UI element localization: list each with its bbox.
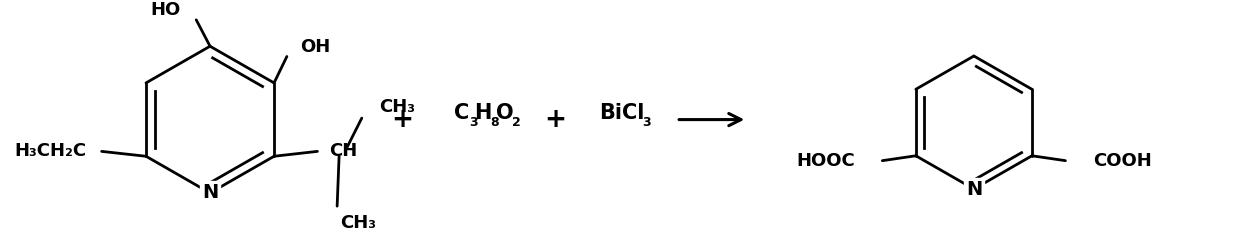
Text: +: +	[544, 107, 565, 133]
Text: 2: 2	[512, 116, 521, 129]
Text: 3: 3	[642, 116, 651, 129]
Text: COOH: COOH	[1092, 152, 1152, 170]
Text: CH₃: CH₃	[340, 214, 376, 232]
Text: BiCl: BiCl	[599, 103, 645, 123]
Text: CH: CH	[330, 142, 357, 160]
Text: H: H	[475, 103, 492, 123]
Text: HOOC: HOOC	[796, 152, 854, 170]
Text: CH₃: CH₃	[379, 98, 415, 116]
Text: O: O	[496, 103, 513, 123]
Text: HO: HO	[150, 1, 181, 19]
Text: 8: 8	[491, 116, 500, 129]
Text: 3: 3	[469, 116, 477, 129]
Text: +: +	[392, 107, 413, 133]
Text: N: N	[202, 184, 218, 202]
Text: H₃CH₂C: H₃CH₂C	[15, 142, 87, 160]
Text: N: N	[966, 180, 982, 199]
Text: C: C	[454, 103, 469, 123]
Text: OH: OH	[300, 38, 330, 56]
